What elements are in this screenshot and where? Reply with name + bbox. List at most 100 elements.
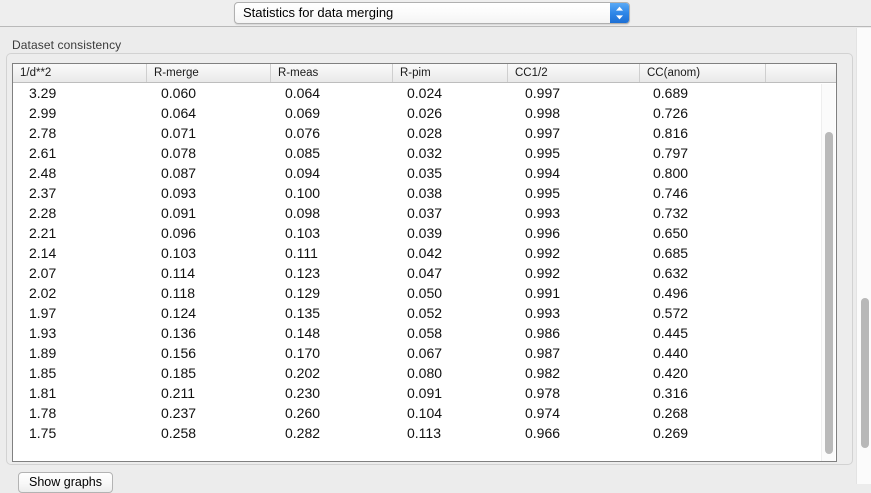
- table-cell: 0.087: [161, 165, 197, 181]
- table-cell: 0.997: [525, 125, 561, 141]
- column-header-1-over-d-squared[interactable]: 1/d**2: [13, 64, 147, 82]
- table-cell: 0.440: [653, 345, 689, 361]
- table-cell: 0.995: [525, 145, 561, 161]
- table-cell: 2.07: [29, 265, 57, 281]
- table-cell: 0.129: [285, 285, 321, 301]
- table-cell: 0.170: [285, 345, 321, 361]
- column-header-r-pim[interactable]: R-pim: [393, 64, 508, 82]
- table-row[interactable]: 1.97 0.124 0.135 0.052 0.993 0.572: [13, 303, 836, 323]
- table-cell: 0.496: [653, 285, 689, 301]
- table-row[interactable]: 3.29 0.060 0.064 0.024 0.997 0.689: [13, 83, 836, 103]
- table-cell: 0.445: [653, 325, 689, 341]
- table-row[interactable]: 1.81 0.211 0.230 0.091 0.978 0.316: [13, 383, 836, 403]
- table-row[interactable]: 2.99 0.064 0.069 0.026 0.998 0.726: [13, 103, 836, 123]
- table-cell: 0.816: [653, 125, 689, 141]
- column-header-r-merge[interactable]: R-merge: [147, 64, 271, 82]
- table-cell: 0.986: [525, 325, 561, 341]
- popup-button-selected-value: Statistics for data merging: [243, 5, 394, 20]
- table-cell: 0.996: [525, 225, 561, 241]
- table-row[interactable]: 1.93 0.136 0.148 0.058 0.986 0.445: [13, 323, 836, 343]
- table-cell: 0.091: [161, 205, 197, 221]
- table-cell: 0.269: [653, 425, 689, 441]
- column-header-r-meas[interactable]: R-meas: [271, 64, 393, 82]
- table-cell: 2.61: [29, 145, 57, 161]
- table-cell: 0.202: [285, 365, 321, 381]
- table-cell: 0.282: [285, 425, 321, 441]
- table-cell: 1.89: [29, 345, 57, 361]
- table-cell: 0.096: [161, 225, 197, 241]
- table-cell: 0.991: [525, 285, 561, 301]
- table-cell: 0.260: [285, 405, 321, 421]
- table-cell: 2.99: [29, 105, 57, 121]
- table-cell: 1.75: [29, 425, 57, 441]
- table-cell: 0.135: [285, 305, 321, 321]
- table-row[interactable]: 2.02 0.118 0.129 0.050 0.991 0.496: [13, 283, 836, 303]
- table-cell: 0.258: [161, 425, 197, 441]
- table-cell: 0.028: [407, 125, 443, 141]
- table-cell: 0.992: [525, 245, 561, 261]
- column-header-blank[interactable]: [766, 64, 836, 82]
- table-cell: 0.103: [285, 225, 321, 241]
- table-cell: 0.268: [653, 405, 689, 421]
- table-cell: 0.038: [407, 185, 443, 201]
- window-scrollbar-thumb[interactable]: [861, 298, 869, 448]
- table-row[interactable]: 1.75 0.258 0.282 0.113 0.966 0.269: [13, 423, 836, 443]
- table-cell: 0.076: [285, 125, 321, 141]
- table-cell: 0.732: [653, 205, 689, 221]
- table-cell: 0.982: [525, 365, 561, 381]
- table-cell: 0.064: [161, 105, 197, 121]
- table-row[interactable]: 1.78 0.237 0.260 0.104 0.974 0.268: [13, 403, 836, 423]
- table-row[interactable]: 2.48 0.087 0.094 0.035 0.994 0.800: [13, 163, 836, 183]
- table-cell: 0.237: [161, 405, 197, 421]
- table-cell: 1.85: [29, 365, 57, 381]
- table-cell: 0.148: [285, 325, 321, 341]
- table-cell: 0.230: [285, 385, 321, 401]
- table-cell: 0.080: [407, 365, 443, 381]
- table-cell: 0.091: [407, 385, 443, 401]
- table-row[interactable]: 1.89 0.156 0.170 0.067 0.987 0.440: [13, 343, 836, 363]
- table-row[interactable]: 2.78 0.071 0.076 0.028 0.997 0.816: [13, 123, 836, 143]
- table-cell: 0.993: [525, 205, 561, 221]
- statistics-view-popup-button[interactable]: Statistics for data merging: [234, 2, 630, 24]
- table-cell: 0.995: [525, 185, 561, 201]
- table-cell: 0.800: [653, 165, 689, 181]
- table-cell: 0.078: [161, 145, 197, 161]
- table-row[interactable]: 2.07 0.114 0.123 0.047 0.992 0.632: [13, 263, 836, 283]
- table-row[interactable]: 2.21 0.096 0.103 0.039 0.996 0.650: [13, 223, 836, 243]
- table-cell: 0.052: [407, 305, 443, 321]
- table-cell: 0.085: [285, 145, 321, 161]
- table-row[interactable]: 2.37 0.093 0.100 0.038 0.995 0.746: [13, 183, 836, 203]
- table-row[interactable]: 2.14 0.103 0.111 0.042 0.992 0.685: [13, 243, 836, 263]
- table-cell: 0.118: [161, 285, 195, 301]
- table-vertical-scrollbar[interactable]: [821, 84, 835, 461]
- table-cell: 0.093: [161, 185, 197, 201]
- table-cell: 0.035: [407, 165, 443, 181]
- table-cell: 0.037: [407, 205, 443, 221]
- table-cell: 0.572: [653, 305, 689, 321]
- table-cell: 2.02: [29, 285, 57, 301]
- table-cell: 0.047: [407, 265, 443, 281]
- table-cell: 0.992: [525, 265, 561, 281]
- table-header-row: 1/d**2 R-merge R-meas R-pim CC1/2 CC(ano…: [13, 64, 836, 83]
- table-cell: 0.997: [525, 85, 561, 101]
- dataset-consistency-table: 1/d**2 R-merge R-meas R-pim CC1/2 CC(ano…: [12, 63, 837, 462]
- column-header-cc-half[interactable]: CC1/2: [508, 64, 640, 82]
- column-header-cc-anom[interactable]: CC(anom): [640, 64, 766, 82]
- table-cell: 0.113: [407, 425, 441, 441]
- table-scrollbar-thumb[interactable]: [825, 132, 833, 454]
- table-cell: 0.050: [407, 285, 443, 301]
- table-row[interactable]: 2.28 0.091 0.098 0.037 0.993 0.732: [13, 203, 836, 223]
- table-cell: 0.993: [525, 305, 561, 321]
- table-cell: 0.100: [285, 185, 321, 201]
- table-cell: 0.103: [161, 245, 197, 261]
- up-down-chevrons-icon[interactable]: [610, 3, 629, 23]
- table-row[interactable]: 1.85 0.185 0.202 0.080 0.982 0.420: [13, 363, 836, 383]
- table-cell: 0.058: [407, 325, 443, 341]
- table-row[interactable]: 2.61 0.078 0.085 0.032 0.995 0.797: [13, 143, 836, 163]
- window-vertical-scrollbar[interactable]: [856, 28, 871, 484]
- show-graphs-button[interactable]: Show graphs: [18, 472, 113, 493]
- table-cell: 0.098: [285, 205, 321, 221]
- table-cell: 0.067: [407, 345, 443, 361]
- table-cell: 0.104: [407, 405, 443, 421]
